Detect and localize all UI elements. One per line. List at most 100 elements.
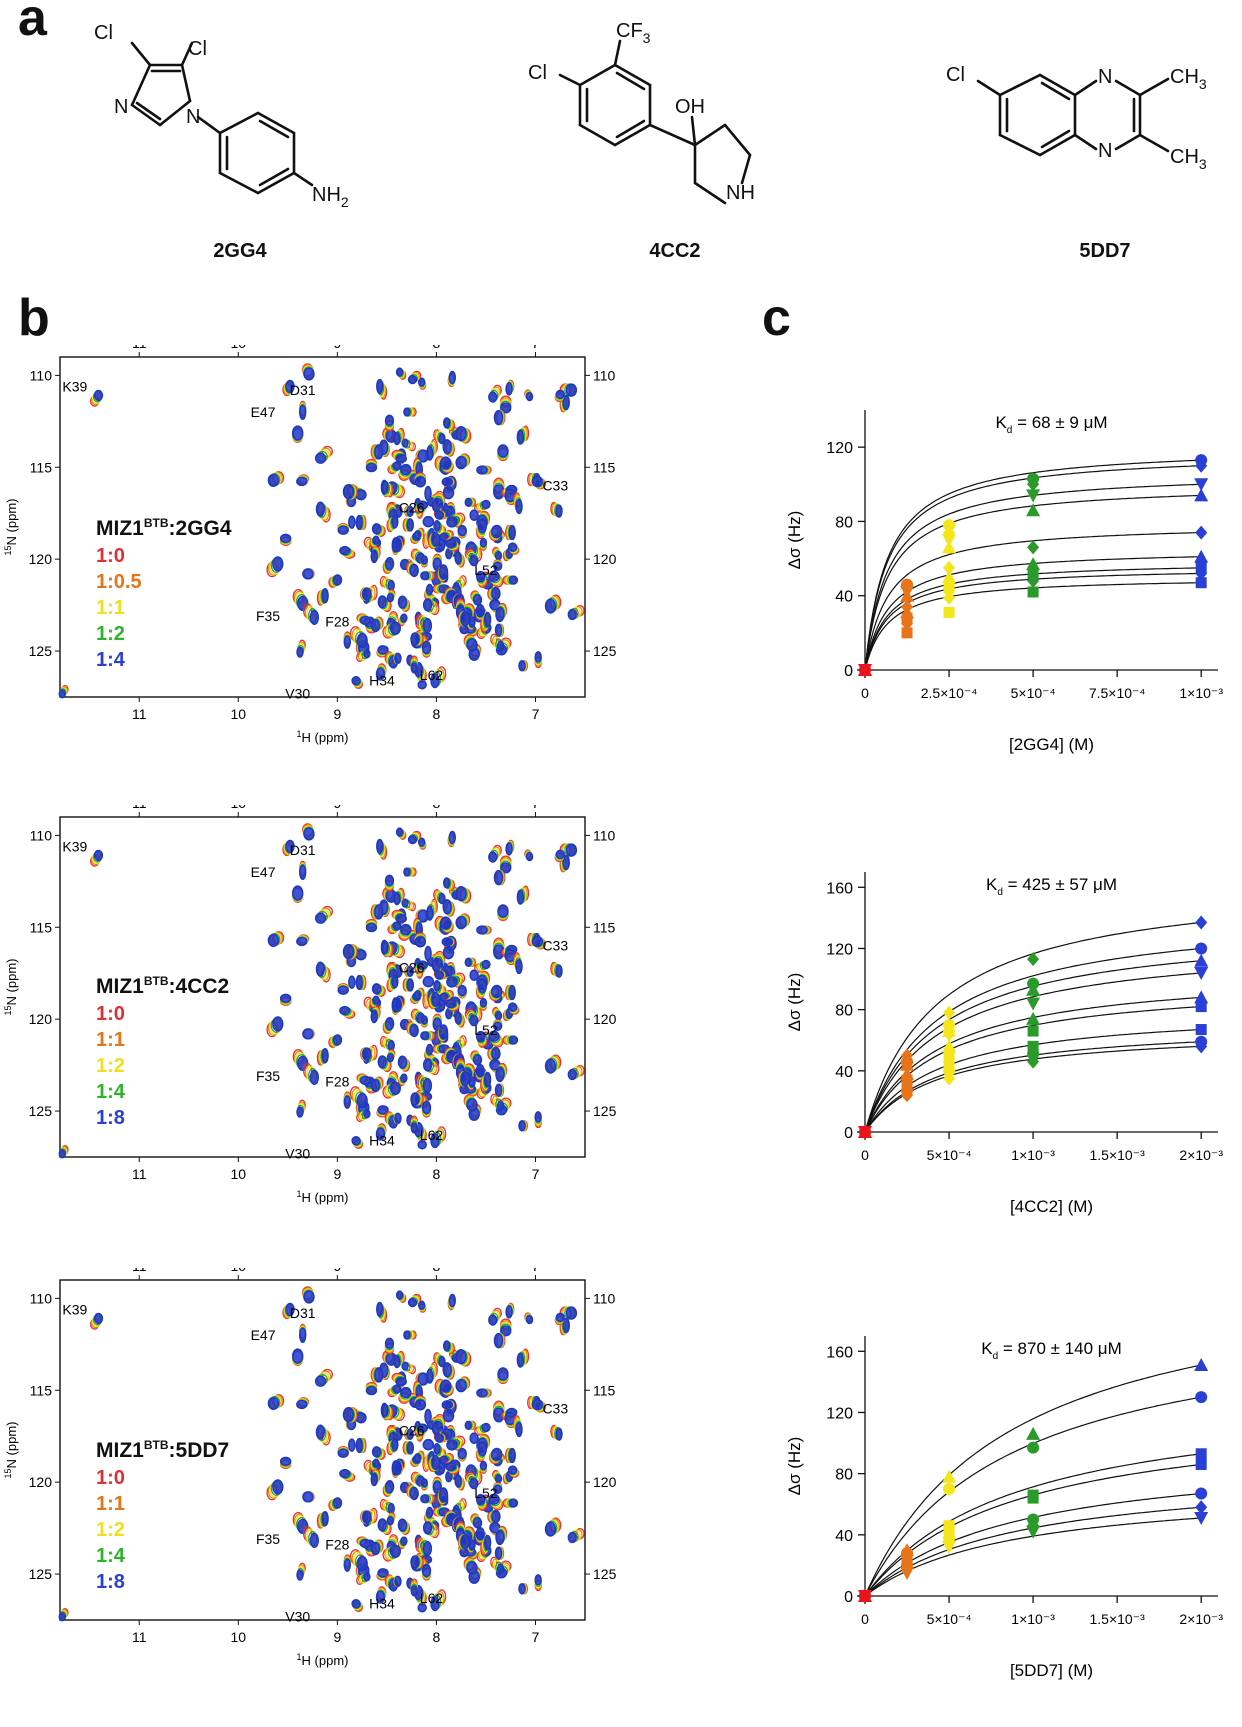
chart-title: Kd = 870 ± 140 μM <box>981 1339 1121 1362</box>
nmr-peak <box>425 1043 434 1056</box>
fit-curve <box>864 1492 1202 1597</box>
nmr-peak <box>343 1558 351 1572</box>
nmr-peak <box>374 1367 384 1383</box>
nmr-peak <box>359 1538 372 1549</box>
nmr-peak <box>93 1312 104 1325</box>
nmr-peak <box>384 1337 395 1349</box>
nmr-peak <box>488 1030 500 1042</box>
x-tick-label: 2×10⁻³ <box>1179 1611 1223 1627</box>
data-point <box>943 1526 955 1538</box>
nmr-peak <box>417 837 426 847</box>
data-point <box>1194 549 1209 563</box>
nmr-peak <box>438 1356 446 1368</box>
data-point <box>901 1088 914 1103</box>
nmr-peak <box>296 1399 308 1410</box>
x-tick-label: 5×10⁻⁴ <box>1011 685 1056 701</box>
nmr-peak <box>272 1016 284 1032</box>
spectrum-legend-5dd7: MIZ1BTB:5DD7 1:0 1:1 1:2 1:4 1:8 <box>96 1438 229 1595</box>
residue-label: E47 <box>251 1327 276 1343</box>
nmr-peak <box>302 1491 314 1503</box>
nmr-peak <box>392 996 402 1013</box>
nmr-peak <box>339 545 351 556</box>
nmr-peak <box>372 535 380 545</box>
data-point <box>1026 1426 1041 1440</box>
nmr-peak <box>483 1071 492 1088</box>
nmr-peak <box>343 1095 351 1109</box>
hsqc-spectrum-4cc2: 11 11 10 10 9 9 8 8 7 7 110 110 115 115 120 120 125 125 1H… <box>3 805 617 1205</box>
nmr-peak <box>555 1312 565 1322</box>
legend-ratio: 1:4 <box>96 1081 125 1103</box>
x-tick-label: 11 <box>132 706 147 722</box>
nmr-peak <box>454 551 462 565</box>
molecule-2gg4-structure: Cl Cl N N NH2 <box>94 22 349 210</box>
y-tick-label: 120 <box>29 551 53 567</box>
fit-curve <box>864 1364 1202 1597</box>
nmr-peak <box>508 524 516 541</box>
x-tick-label: 1.5×10⁻³ <box>1090 1147 1146 1163</box>
nmr-peak <box>374 904 384 920</box>
nmr-peak <box>356 632 368 649</box>
nmr-peak <box>397 1055 408 1069</box>
x-tick-label: 10 <box>231 1166 247 1182</box>
nmr-peak <box>448 370 456 385</box>
x-axis-label: 1H (ppm) <box>297 729 349 745</box>
nmr-peak <box>370 1079 381 1093</box>
nmr-peak <box>400 1536 408 1546</box>
nmr-peak <box>422 976 434 988</box>
nmr-peak <box>464 497 472 507</box>
nmr-peak <box>442 899 452 915</box>
nmr-peak <box>296 476 308 487</box>
residue-label: C33 <box>542 1401 568 1417</box>
legend-ratio: 1:0 <box>96 1467 125 1489</box>
nmr-peak <box>493 561 503 572</box>
y-tick-label: 125 <box>29 1103 53 1119</box>
nmr-peak <box>315 961 326 977</box>
nmr-peak <box>387 1039 395 1052</box>
x-axis-label: [2GG4] (M) <box>1009 735 1094 754</box>
nmr-peak <box>417 377 426 387</box>
x-tick-label: 9 <box>333 1268 341 1274</box>
nmr-peak <box>374 444 384 460</box>
nmr-peak <box>392 921 402 931</box>
nmr-peak <box>475 604 485 618</box>
x-tick-label: 9 <box>333 706 341 722</box>
nmr-peak <box>534 1111 542 1123</box>
nmr-peak <box>384 874 395 886</box>
residue-label: V30 <box>285 685 310 701</box>
nmr-peak <box>422 1058 433 1072</box>
nmr-peak <box>460 1071 470 1087</box>
nmr-peak <box>401 438 409 448</box>
legend-ratio: 1:0.5 <box>96 571 142 593</box>
data-point <box>1194 1512 1209 1525</box>
nmr-peak <box>409 1023 419 1038</box>
nmr-peak <box>372 995 380 1005</box>
y-tick-label: 125 <box>593 1103 617 1119</box>
nmr-peak <box>365 463 378 473</box>
nmr-peak <box>296 1106 304 1118</box>
residue-label: K39 <box>62 1301 87 1317</box>
nmr-peak <box>426 905 434 921</box>
nmr-peak <box>342 1407 355 1423</box>
nmr-peak <box>395 913 407 924</box>
data-point <box>943 1064 956 1077</box>
nmr-peak <box>332 574 343 586</box>
nmr-peak <box>362 1047 372 1061</box>
y-tick-label: 40 <box>835 1528 853 1545</box>
nmr-peak <box>395 367 404 377</box>
nmr-peak <box>376 1301 384 1318</box>
atom-label: Cl <box>946 64 965 86</box>
fit-curve <box>864 1006 1202 1133</box>
y-tick-label: 125 <box>593 1566 617 1582</box>
nmr-peak <box>371 983 382 995</box>
nmr-peak <box>531 475 543 488</box>
data-point <box>1026 489 1041 503</box>
nmr-peak <box>391 515 399 529</box>
nmr-peak <box>491 1447 503 1461</box>
nmr-peak <box>93 389 104 402</box>
nmr-peak <box>491 1509 501 1524</box>
nmr-peak <box>504 1411 516 1425</box>
data-point <box>1027 540 1040 555</box>
data-point <box>900 1567 915 1581</box>
x-tick-label: 8 <box>433 706 441 722</box>
nmr-peak <box>565 1306 578 1320</box>
